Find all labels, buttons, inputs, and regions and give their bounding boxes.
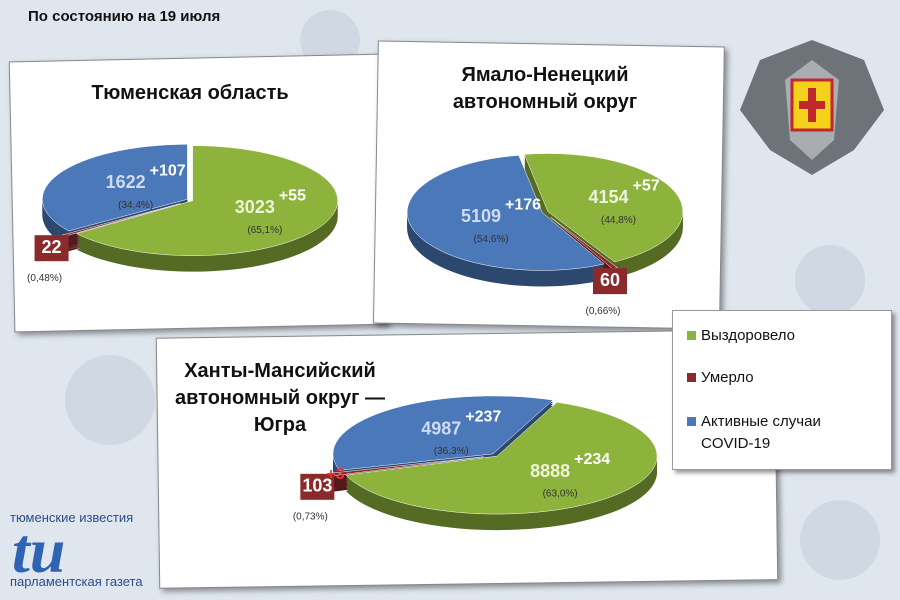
slice xyxy=(75,145,338,256)
value-label: 103 xyxy=(302,476,332,496)
legend-item: Активные случаи COVID-19 xyxy=(687,411,871,455)
share-label: (0,73%) xyxy=(293,511,328,522)
value-label: 8888 xyxy=(530,461,570,481)
legend-label: Активные случаи COVID-19 xyxy=(701,413,821,452)
increment-label: +55 xyxy=(279,188,306,205)
logo-top: тюменские известия xyxy=(10,510,133,525)
increment-label: +176 xyxy=(505,196,541,213)
share-label: (54,6%) xyxy=(474,234,509,245)
label-box xyxy=(593,268,628,295)
legend: Выздоровело Умерло Активные случаи COVID-1… xyxy=(672,310,892,470)
slice xyxy=(42,144,188,232)
legend-label: Выздоровело xyxy=(701,327,796,344)
share-label: (0,48%) xyxy=(27,273,62,284)
value-label: 1622 xyxy=(106,172,146,192)
share-label: (36,3%) xyxy=(434,446,469,457)
value-label: 60 xyxy=(600,270,620,290)
legend-swatch xyxy=(687,417,696,426)
legend-item: Умерло xyxy=(687,367,871,389)
legend-label: Умерло xyxy=(701,369,754,386)
increment-label: +3 xyxy=(326,466,344,483)
chart-title: Тюменская область xyxy=(91,82,289,104)
share-label: (65,1%) xyxy=(247,225,282,236)
share-label: (34,4%) xyxy=(118,200,153,211)
logo-bottom: парламентская газета xyxy=(10,574,143,589)
value-label: 22 xyxy=(42,237,62,257)
legend-swatch xyxy=(687,373,696,382)
share-label: (0,66%) xyxy=(585,306,620,317)
increment-label: +107 xyxy=(150,163,186,180)
chart-title: Ямало-Ненецкий автономный округ xyxy=(452,64,638,113)
value-label: 3023 xyxy=(235,197,275,217)
slice xyxy=(406,155,605,271)
value-label: 4987 xyxy=(421,418,461,438)
chart-title: Ханты-Мансийский автономный округ — Югра xyxy=(175,360,385,436)
share-label: (63,0%) xyxy=(543,489,578,500)
increment-label: +234 xyxy=(574,451,610,468)
increment-label: +57 xyxy=(633,177,660,194)
share-label: (44,8%) xyxy=(601,215,636,226)
legend-item: Выздоровело xyxy=(687,325,871,347)
slice xyxy=(345,402,658,515)
logo: тюменские известия tu парламентская газе… xyxy=(10,510,143,589)
label-box xyxy=(300,473,335,500)
value-label: 5109 xyxy=(461,206,501,226)
label-box xyxy=(34,235,69,262)
slice xyxy=(524,153,684,263)
increment-label: +237 xyxy=(465,409,501,426)
legend-swatch xyxy=(687,331,696,340)
emblem xyxy=(740,40,884,175)
value-label: 4154 xyxy=(588,187,628,207)
slice xyxy=(332,395,554,471)
caption: По состоянию на 19 июля xyxy=(28,8,221,25)
logo-mark: tu xyxy=(12,515,65,586)
